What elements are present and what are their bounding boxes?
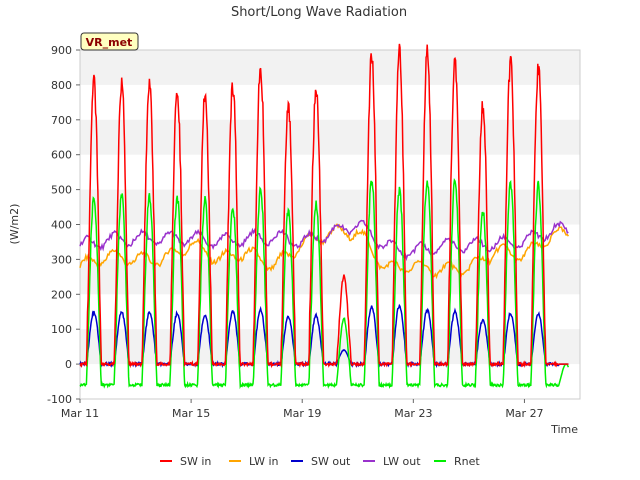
legend-label: Rnet — [454, 455, 480, 468]
y-tick-label: 0 — [65, 358, 72, 371]
x-tick-label: Mar 19 — [283, 407, 321, 420]
x-tick-label: Mar 27 — [505, 407, 543, 420]
station-label: VR_met — [86, 36, 133, 49]
y-tick-label: 900 — [51, 44, 72, 57]
grid-band — [80, 50, 580, 85]
legend: SW in LW in SW out LW out Rnet — [160, 455, 480, 468]
y-tick-label: 400 — [51, 219, 72, 232]
legend-label: LW in — [249, 455, 279, 468]
grid-band — [80, 119, 580, 155]
y-tick-label: 800 — [51, 79, 72, 92]
series-lines — [79, 43, 570, 390]
y-tick-label: 300 — [51, 253, 72, 266]
y-tick-label: 200 — [51, 288, 72, 301]
y-tick-label: 700 — [51, 114, 72, 127]
grid-band — [80, 259, 580, 295]
y-tick-label: 100 — [51, 323, 72, 336]
grid-bands — [80, 50, 580, 365]
grid-band — [80, 329, 580, 365]
station-badge: VR_met — [80, 32, 139, 51]
legend-label: SW in — [180, 455, 211, 468]
y-tick-label: 600 — [51, 149, 72, 162]
y-tick-label: 500 — [51, 184, 72, 197]
x-axis: Mar 11 Mar 15 Mar 19 Mar 23 Mar 27 — [61, 399, 544, 420]
chart-title: Short/Long Wave Radiation — [231, 5, 407, 20]
series-line-sw-in — [79, 43, 569, 369]
x-tick-label: Mar 23 — [394, 407, 432, 420]
legend-label: LW out — [383, 455, 421, 468]
grid-band — [80, 189, 580, 225]
y-axis-label: (W/m2) — [8, 204, 21, 245]
x-axis-label: Time — [550, 423, 578, 436]
legend-label: SW out — [311, 455, 351, 468]
x-tick-label: Mar 15 — [172, 407, 210, 420]
x-tick-label: Mar 11 — [61, 407, 99, 420]
series-line-rnet — [79, 177, 570, 390]
y-tick-label: -100 — [47, 393, 72, 406]
y-axis: -100 0 100 200 300 400 500 600 700 800 900 — [47, 44, 80, 406]
